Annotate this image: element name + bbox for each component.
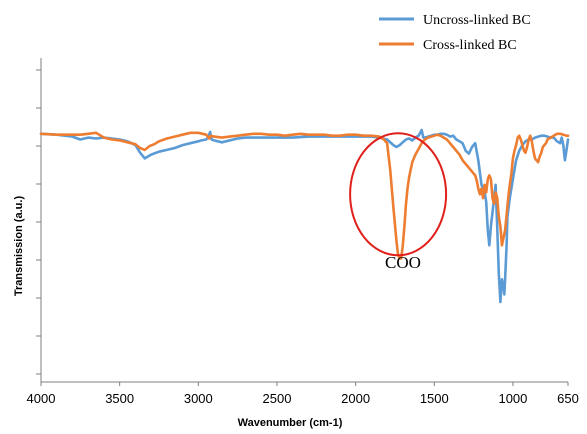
x-tick-labels: 4000 3500 3000 2500 2000 1500 1000 650	[27, 382, 579, 406]
x-axis-label: Wavenumber (cm-1)	[238, 417, 343, 429]
x-tick-label: 1000	[498, 391, 527, 406]
x-tick-label: 4000	[27, 391, 56, 406]
annotation-coo: COO	[385, 253, 421, 272]
y-axis-label: Transmission (a.u.)	[13, 196, 25, 297]
plot-series	[39, 128, 570, 304]
chart-legend: Uncross-linked BC Cross-linked BC	[379, 13, 531, 53]
x-tick-label: 1500	[420, 391, 449, 406]
legend-item-uncross-linked-label: Uncross-linked BC	[423, 13, 531, 28]
x-tick-label: 650	[557, 391, 579, 406]
series-line-cross-linked	[39, 131, 570, 260]
x-tick-label: 2000	[341, 391, 370, 406]
highlight-ellipse	[349, 132, 448, 257]
series-line-uncross-linked	[39, 128, 570, 304]
plot-frame	[36, 58, 568, 383]
x-tick-label: 3500	[105, 391, 134, 406]
x-tick-label: 2500	[263, 391, 292, 406]
plot-annotations: COO	[349, 132, 448, 272]
x-tick-label: 3000	[184, 391, 213, 406]
legend-item-cross-linked-label: Cross-linked BC	[423, 38, 517, 53]
